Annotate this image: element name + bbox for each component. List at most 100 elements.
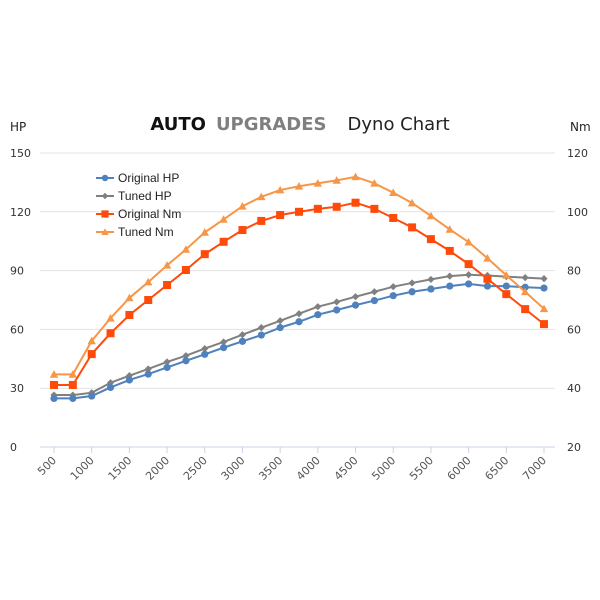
original-nm-point — [483, 274, 492, 283]
x-tick-label: 7000 — [520, 454, 549, 483]
original-nm-point — [502, 290, 511, 299]
original-nm-point — [521, 305, 530, 314]
original-nm-point — [540, 320, 548, 329]
original-hp-point — [125, 376, 133, 384]
original-nm-point — [50, 380, 58, 389]
x-tick-label: 2000 — [143, 454, 172, 483]
tuned-nm-point — [238, 202, 247, 210]
right-tick-label: 20 — [567, 441, 581, 454]
tuned-hp-point — [276, 317, 284, 325]
tuned-nm-point — [520, 287, 530, 296]
tuned-nm-point — [539, 304, 549, 313]
original-nm-point — [200, 250, 209, 259]
tuned-hp-point — [201, 345, 209, 353]
original-nm-point — [408, 223, 417, 232]
right-tick-label: 100 — [567, 206, 588, 219]
title-brand-upgrades: UPGRADES — [216, 114, 327, 135]
original-hp-point — [50, 394, 58, 402]
tuned-hp-point — [144, 365, 152, 373]
original-nm-point — [445, 246, 454, 255]
original-nm-point — [125, 310, 134, 319]
series-tuned-nm — [49, 172, 549, 378]
left-tick-label: 60 — [10, 323, 24, 336]
left-tick-label: 30 — [10, 382, 24, 395]
tuned-hp-point — [257, 324, 265, 332]
legend-label: Original HP — [118, 171, 179, 185]
original-hp-point — [238, 337, 247, 345]
x-tick-label: 3000 — [219, 454, 248, 483]
x-tick-label: 1000 — [68, 454, 97, 483]
original-hp-point — [351, 301, 360, 309]
tuned-hp-point — [540, 275, 548, 283]
original-nm-point — [238, 226, 247, 235]
legend: Original HP Tuned HP Original Nm Tuned Nm — [96, 171, 181, 239]
tuned-hp-point — [521, 274, 529, 282]
tuned-nm-point — [68, 370, 78, 378]
svg-text:AUTO UPGRADES Dyno: AUTO UPGRADES Dyno Chart — [150, 114, 449, 135]
original-hp-point — [370, 296, 378, 305]
original-nm-point — [351, 198, 360, 207]
legend-marker-triangle — [101, 228, 109, 236]
tuned-hp-point — [220, 338, 228, 346]
left-tick-label: 150 — [10, 147, 31, 160]
original-hp-point — [540, 284, 548, 292]
x-tick-label: 6500 — [482, 454, 511, 483]
tuned-hp-point — [427, 275, 435, 284]
legend-label: Tuned HP — [118, 189, 172, 203]
original-nm-point — [219, 237, 228, 246]
original-hp-point — [106, 383, 115, 392]
x-tick-label: 5500 — [407, 454, 436, 483]
right-axis-unit: Nm — [570, 120, 591, 134]
original-hp-point — [427, 285, 435, 293]
left-axis-unit: HP — [10, 120, 26, 134]
tuned-nm-point — [426, 211, 436, 220]
left-axis-ticks: 0 30 60 90 120 150 — [10, 147, 31, 454]
x-axis: 500 1000 1500 2000 2500 3000 3500 4000 4500 5000 5… — [35, 446, 555, 483]
original-nm-point — [87, 350, 96, 359]
original-hp-point — [295, 318, 303, 326]
legend-item-original-hp: Original HP — [96, 171, 179, 185]
original-nm-point — [68, 380, 77, 389]
original-hp-point — [69, 394, 77, 402]
legend-item-original-nm: Original Nm — [96, 207, 181, 221]
left-tick-label: 0 — [10, 441, 17, 454]
tuned-nm-point — [332, 176, 341, 184]
tuned-hp-point — [182, 352, 190, 360]
tuned-hp-point — [314, 303, 322, 311]
tuned-nm-point — [370, 179, 379, 187]
tuned-hp-point — [370, 288, 378, 296]
original-hp-point — [276, 324, 284, 332]
x-tick-label: 4500 — [332, 454, 361, 483]
original-nm-point — [332, 202, 341, 211]
tuned-hp-point — [333, 298, 341, 306]
tuned-nm-point — [313, 179, 323, 187]
series-original-hp — [50, 280, 548, 402]
original-hp-point — [314, 311, 322, 319]
tuned-nm-point — [464, 237, 473, 246]
tuned-hp-point — [295, 310, 303, 318]
original-hp-point — [182, 357, 190, 365]
original-nm-point — [106, 329, 115, 338]
series-tuned-hp — [50, 271, 548, 399]
original-hp-point — [88, 392, 96, 400]
original-hp-point — [163, 363, 171, 372]
left-tick-label: 120 — [10, 206, 31, 219]
legend-item-tuned-nm: Tuned Nm — [96, 225, 174, 239]
original-hp-point — [144, 370, 152, 378]
legend-label: Original Nm — [118, 207, 181, 221]
legend-label: Tuned Nm — [118, 225, 174, 239]
x-tick-label: 6000 — [445, 454, 474, 483]
x-tick-label: 500 — [35, 454, 59, 478]
tuned-nm-point — [181, 245, 191, 253]
original-hp-point — [220, 344, 228, 352]
original-nm-point — [181, 266, 190, 275]
legend-marker-square — [101, 210, 109, 218]
original-nm-point — [163, 281, 172, 290]
title-brand-auto: AUTO — [150, 114, 206, 135]
tuned-hp-point — [446, 272, 454, 280]
tuned-nm-point — [407, 198, 417, 207]
tuned-hp-point — [106, 379, 115, 387]
original-hp-point — [483, 282, 492, 290]
tuned-hp-point — [389, 283, 397, 291]
